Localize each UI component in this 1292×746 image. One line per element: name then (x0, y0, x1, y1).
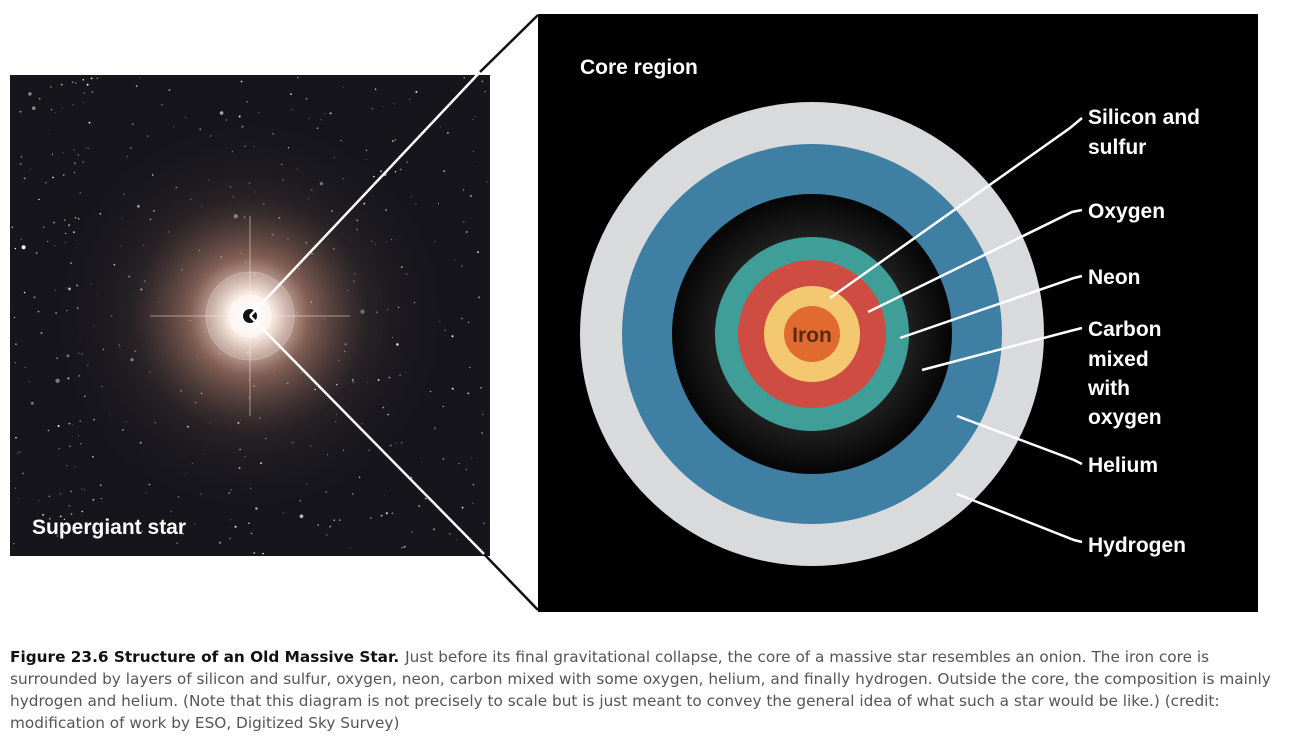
leader-lines (829, 117, 1083, 544)
core-region-panel: Core region Iron Silicon and sulfur Oxyg… (538, 14, 1258, 612)
iron-label: Iron (792, 324, 832, 347)
carbon-label-line2: mixed (1088, 348, 1149, 371)
silicon-sulfur-label-line2: sulfur (1088, 136, 1146, 159)
iron-core (784, 306, 840, 362)
carbon-label-line3: with (1087, 377, 1130, 400)
zoom-lines (249, 14, 539, 611)
hydrogen-label: Hydrogen (1088, 534, 1186, 557)
supergiant-star-label: Supergiant star (32, 516, 186, 539)
caption-title: Figure 23.6 Structure of an Old Massive … (10, 648, 400, 666)
carbon-label-line4: oxygen (1088, 406, 1162, 429)
helium-label: Helium (1088, 454, 1158, 477)
silicon-sulfur-label-line1: Silicon and (1088, 106, 1200, 129)
carbon-label-line1: Carbon (1088, 318, 1162, 341)
star-structure-figure: Supergiant star Core region Iron Silicon… (10, 14, 1258, 612)
oxygen-label: Oxygen (1088, 200, 1165, 223)
caption-text: Just before its final gravitational coll… (10, 648, 1271, 732)
supergiant-photo: Supergiant star (10, 75, 490, 556)
core-region-title: Core region (580, 56, 698, 79)
neon-label: Neon (1088, 266, 1141, 289)
figure-caption: Figure 23.6 Structure of an Old Massive … (10, 646, 1280, 734)
